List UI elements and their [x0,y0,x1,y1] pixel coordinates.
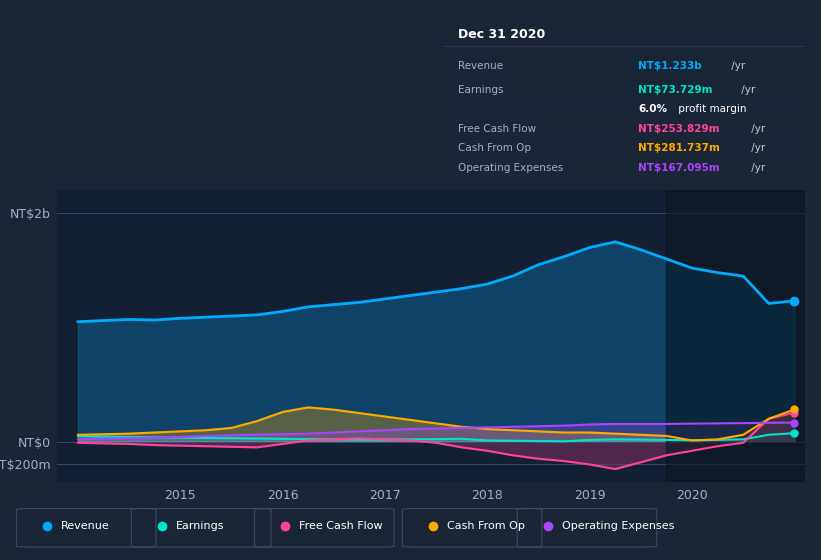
Text: Operating Expenses: Operating Expenses [562,521,674,531]
Text: Operating Expenses: Operating Expenses [458,163,563,173]
Text: /yr: /yr [747,143,764,153]
Text: Cash From Op: Cash From Op [447,521,525,531]
Text: profit margin: profit margin [675,104,746,114]
Text: /yr: /yr [747,124,764,134]
Bar [667,190,805,482]
Text: Free Cash Flow: Free Cash Flow [458,124,536,134]
Text: Revenue: Revenue [61,521,109,531]
Text: Free Cash Flow: Free Cash Flow [299,521,383,531]
Text: NT$73.729m: NT$73.729m [639,85,713,95]
Text: /yr: /yr [728,60,745,71]
Text: Revenue: Revenue [458,60,503,71]
Text: NT$167.095m: NT$167.095m [639,163,720,173]
Text: /yr: /yr [738,85,755,95]
Text: Earnings: Earnings [458,85,503,95]
Text: Earnings: Earnings [176,521,224,531]
Text: NT$253.829m: NT$253.829m [639,124,720,134]
Text: Cash From Op: Cash From Op [458,143,531,153]
Text: 6.0%: 6.0% [639,104,667,114]
Text: Dec 31 2020: Dec 31 2020 [458,28,545,41]
Text: /yr: /yr [747,163,764,173]
Text: NT$281.737m: NT$281.737m [639,143,720,153]
Text: NT$1.233b: NT$1.233b [639,60,702,71]
